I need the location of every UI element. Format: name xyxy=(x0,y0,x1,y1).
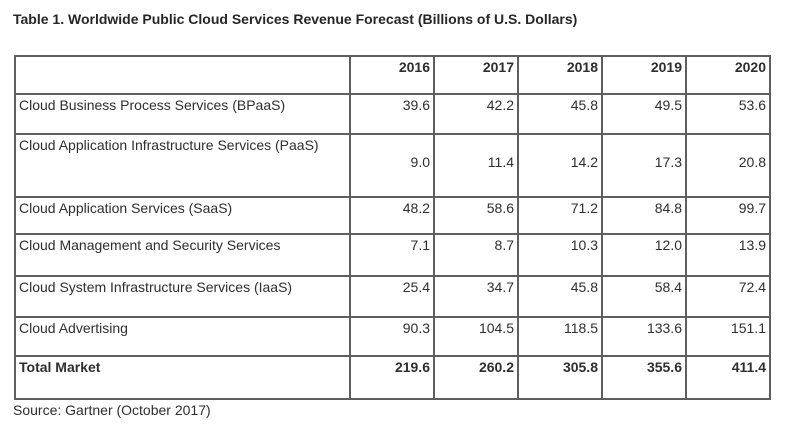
header-year-2020: 2020 xyxy=(685,55,771,95)
row-label: Cloud Application Services (SaaS) xyxy=(14,196,351,235)
row-label: Cloud Application Infrastructure Service… xyxy=(14,133,351,198)
cell-value: 39.6 xyxy=(349,93,435,135)
cell-value: 58.4 xyxy=(601,275,687,318)
header-empty-cell xyxy=(14,55,351,95)
cell-value: 20.8 xyxy=(685,133,771,198)
cell-value: 411.4 xyxy=(685,355,771,400)
cell-value: 260.2 xyxy=(433,355,519,400)
cell-value: 84.8 xyxy=(601,196,687,235)
cell-value: 104.5 xyxy=(433,316,519,357)
cell-value: 17.3 xyxy=(601,133,687,198)
cell-value: 11.4 xyxy=(433,133,519,198)
cell-value: 355.6 xyxy=(601,355,687,400)
table-row-advertising: Cloud Advertising 90.3 104.5 118.5 133.6… xyxy=(14,316,771,357)
cell-value: 12.0 xyxy=(601,233,687,277)
table-title: Table 1. Worldwide Public Cloud Services… xyxy=(13,11,578,27)
cell-value: 34.7 xyxy=(433,275,519,318)
header-year-2017: 2017 xyxy=(433,55,519,95)
header-year-2019: 2019 xyxy=(601,55,687,95)
row-label: Cloud Management and Security Services xyxy=(14,233,351,277)
cell-value: 133.6 xyxy=(601,316,687,357)
cell-value: 53.6 xyxy=(685,93,771,135)
table-row-paas: Cloud Application Infrastructure Service… xyxy=(14,133,771,198)
cell-value: 49.5 xyxy=(601,93,687,135)
cell-value: 8.7 xyxy=(433,233,519,277)
cell-value: 9.0 xyxy=(349,133,435,198)
cell-value: 45.8 xyxy=(517,275,603,318)
header-row: 2016 2017 2018 2019 2020 xyxy=(14,55,771,95)
cell-value: 13.9 xyxy=(685,233,771,277)
cell-value: 219.6 xyxy=(349,355,435,400)
cell-value: 72.4 xyxy=(685,275,771,318)
cell-value: 58.6 xyxy=(433,196,519,235)
table-row-total-market: Total Market 219.6 260.2 305.8 355.6 411… xyxy=(14,355,771,400)
row-label: Cloud System Infrastructure Services (Ia… xyxy=(14,275,351,318)
row-label: Total Market xyxy=(14,355,351,400)
cell-value: 10.3 xyxy=(517,233,603,277)
cell-value: 14.2 xyxy=(517,133,603,198)
source-note: Source: Gartner (October 2017) xyxy=(13,402,211,418)
table-row-iaas: Cloud System Infrastructure Services (Ia… xyxy=(14,275,771,318)
revenue-forecast-table: 2016 2017 2018 2019 2020 Cloud Business … xyxy=(14,55,771,400)
cell-value: 305.8 xyxy=(517,355,603,400)
cell-value: 99.7 xyxy=(685,196,771,235)
header-year-2018: 2018 xyxy=(517,55,603,95)
header-year-2016: 2016 xyxy=(349,55,435,95)
cell-value: 90.3 xyxy=(349,316,435,357)
cell-value: 25.4 xyxy=(349,275,435,318)
cell-value: 45.8 xyxy=(517,93,603,135)
table-row-management-security: Cloud Management and Security Services 7… xyxy=(14,233,771,277)
cell-value: 118.5 xyxy=(517,316,603,357)
cell-value: 7.1 xyxy=(349,233,435,277)
row-label: Cloud Business Process Services (BPaaS) xyxy=(14,93,351,135)
cell-value: 151.1 xyxy=(685,316,771,357)
table-row-saas: Cloud Application Services (SaaS) 48.2 5… xyxy=(14,196,771,235)
cell-value: 48.2 xyxy=(349,196,435,235)
table-row-bpaas: Cloud Business Process Services (BPaaS) … xyxy=(14,93,771,135)
row-label: Cloud Advertising xyxy=(14,316,351,357)
cell-value: 42.2 xyxy=(433,93,519,135)
cell-value: 71.2 xyxy=(517,196,603,235)
